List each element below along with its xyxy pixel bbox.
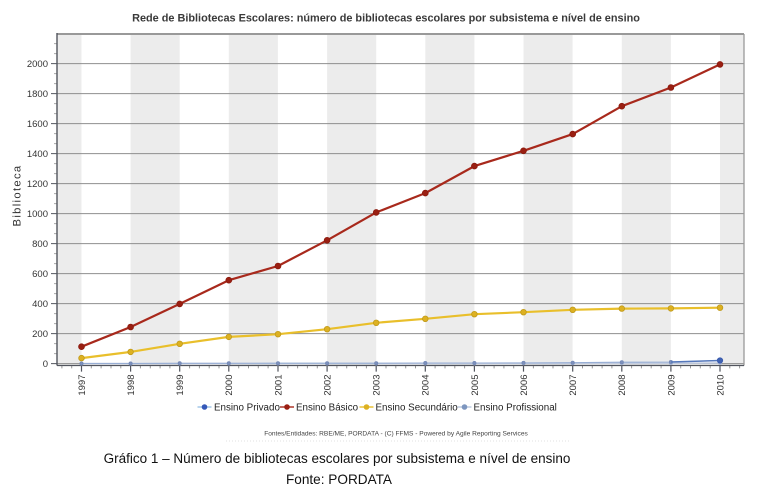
svg-text:1997: 1997	[77, 375, 88, 396]
svg-text:2003: 2003	[372, 375, 383, 396]
svg-text:Ensino Privado: Ensino Privado	[214, 403, 280, 414]
svg-text:2004: 2004	[421, 375, 432, 396]
svg-text:400: 400	[32, 299, 48, 310]
svg-text:2010: 2010	[715, 375, 726, 396]
svg-text:Gráfico 1 – Número de bibliote: Gráfico 1 – Número de bibliotecas escola…	[104, 451, 571, 466]
svg-text:Fonte: PORDATA: Fonte: PORDATA	[286, 472, 393, 487]
svg-text:Ensino Básico: Ensino Básico	[296, 403, 359, 414]
svg-text:2000: 2000	[224, 375, 235, 396]
svg-text:800: 800	[32, 239, 48, 250]
svg-text:2007: 2007	[568, 375, 579, 396]
svg-text:1800: 1800	[27, 89, 48, 100]
svg-text:2000: 2000	[27, 59, 48, 70]
svg-text:1400: 1400	[27, 149, 48, 160]
svg-text:2005: 2005	[470, 375, 481, 396]
svg-text:Ensino Secundário: Ensino Secundário	[376, 403, 459, 414]
svg-text:1600: 1600	[27, 119, 48, 130]
svg-text:1200: 1200	[27, 179, 48, 190]
svg-text:2008: 2008	[617, 375, 628, 396]
svg-text:2001: 2001	[273, 375, 284, 396]
svg-text:1000: 1000	[27, 209, 48, 220]
svg-text:1999: 1999	[175, 375, 186, 396]
svg-text:Ensino Profissional: Ensino Profissional	[474, 403, 557, 414]
svg-text:Rede de Bibliotecas Escolares:: Rede de Bibliotecas Escolares: número de…	[132, 13, 640, 25]
svg-text:0: 0	[43, 359, 48, 370]
svg-text:600: 600	[32, 269, 48, 280]
svg-text:1998: 1998	[126, 375, 137, 396]
svg-text:Fontes/Entidades: RBE/ME, PORD: Fontes/Entidades: RBE/ME, PORDATA - (C) …	[264, 431, 528, 438]
svg-text:2006: 2006	[519, 375, 530, 396]
svg-text:200: 200	[32, 329, 48, 340]
svg-text:2009: 2009	[666, 375, 677, 396]
svg-text:2002: 2002	[323, 375, 334, 396]
svg-text:Biblioteca: Biblioteca	[12, 165, 24, 227]
